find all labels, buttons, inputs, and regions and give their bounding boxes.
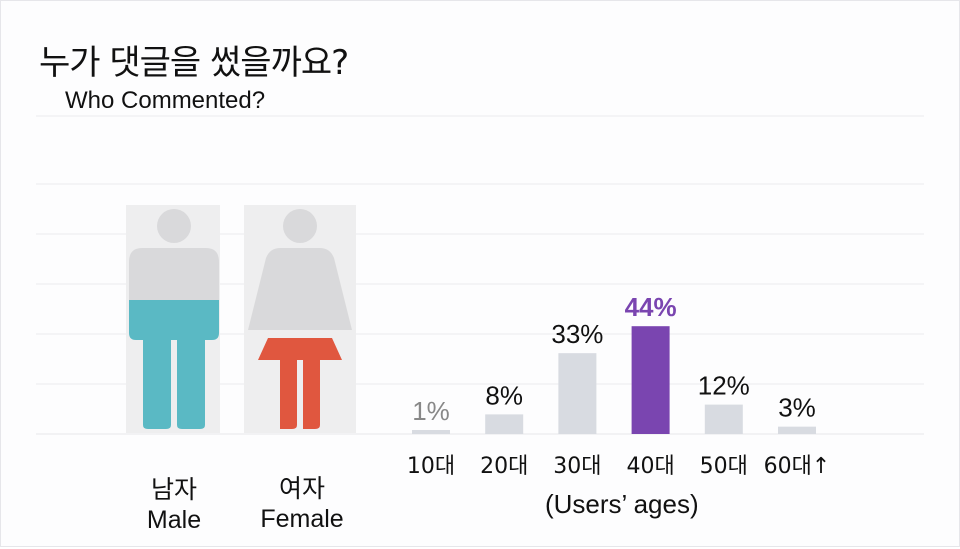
chart-title: 누가 댓글을 썼을까요? — [39, 43, 349, 83]
tick-label-3: 40대 — [626, 454, 674, 479]
value-label-3: 44% — [625, 292, 677, 322]
female-label: 여자 Female — [242, 474, 362, 534]
x-axis-label: (Users’ ages) — [545, 489, 699, 519]
bar-0 — [412, 430, 450, 434]
value-label-4: 12% — [698, 371, 750, 401]
male-label: 남자 Male — [114, 475, 234, 535]
tick-label-2: 30대 — [553, 454, 601, 479]
tick-labels: 10대 20대 30대 40대 50대 60대↑ — [407, 454, 830, 479]
male-label-ko: 남자 — [150, 476, 197, 504]
value-labels: 1% 8% 33% 44% 12% 3% — [412, 292, 816, 426]
value-label-5: 3% — [778, 393, 816, 423]
bar-1 — [485, 414, 524, 434]
female-label-en: Female — [260, 505, 344, 533]
bars — [412, 326, 816, 434]
female-figure-icon — [244, 205, 356, 433]
bar-3 — [631, 326, 670, 434]
tick-label-4: 50대 — [700, 454, 748, 479]
bar-4 — [704, 404, 743, 434]
male-label-en: Male — [146, 506, 202, 534]
value-label-1: 8% — [485, 380, 523, 410]
value-label-2: 33% — [551, 319, 603, 349]
bar-2 — [558, 353, 597, 434]
female-label-ko: 여자 — [278, 475, 325, 503]
chart-subtitle: Who Commented? — [65, 87, 266, 114]
male-figure-icon — [126, 205, 220, 433]
tick-label-1: 20대 — [480, 454, 528, 479]
tick-label-5: 60대↑ — [764, 454, 831, 479]
bar-5 — [778, 426, 816, 434]
value-label-0: 1% — [412, 396, 450, 426]
tick-label-0: 10대 — [407, 454, 455, 479]
